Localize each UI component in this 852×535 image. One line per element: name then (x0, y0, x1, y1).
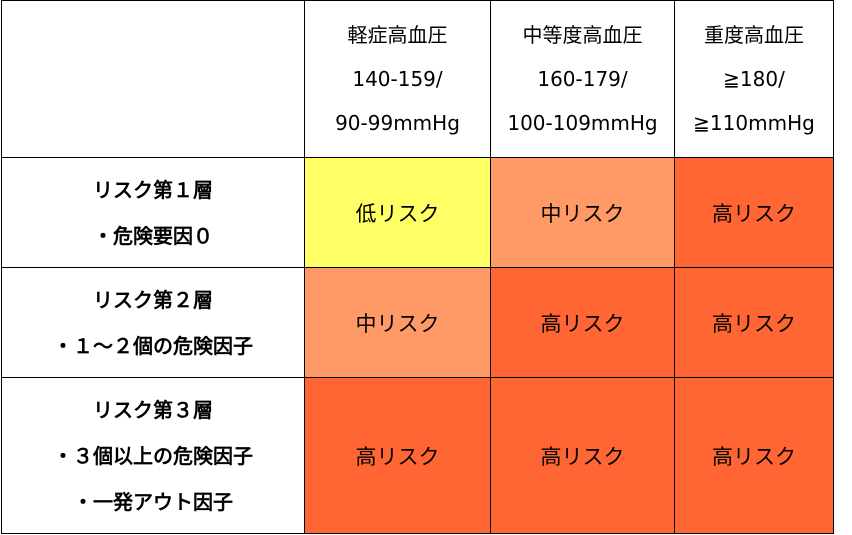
column-header-severe: 重度高血圧 ≧180/ ≧110mmHg (674, 0, 834, 158)
table-row-risk-tier-1: リスク第１層 ・危険要因０ 低リスク 中リスク 高リスク (1, 157, 834, 268)
risk-cell: 中リスク (490, 157, 675, 268)
row-header-tier-1: リスク第１層 ・危険要因０ (1, 157, 305, 268)
row-header-criterion: ・３個以上の危険因子 (53, 443, 253, 468)
column-header-diastolic: 100-109mmHg (507, 111, 658, 135)
table-row-risk-tier-3: リスク第３層 ・３個以上の危険因子 ・一発アウト因子 高リスク 高リスク 高リス… (1, 377, 834, 534)
row-header-tier-2: リスク第２層 ・１～２個の危険因子 (1, 267, 305, 378)
risk-cell: 高リスク (490, 267, 675, 378)
column-header-systolic: 160-179/ (537, 67, 628, 91)
column-header-title: 軽症高血圧 (347, 23, 448, 47)
column-header-systolic: ≧180/ (723, 67, 785, 91)
row-header-criterion: ・危険要因０ (93, 223, 213, 248)
risk-classification-table: 軽症高血圧 140-159/ 90-99mmHg 中等度高血圧 160-179/… (1, 0, 834, 534)
column-header-moderate: 中等度高血圧 160-179/ 100-109mmHg (490, 0, 675, 158)
risk-cell: 高リスク (674, 377, 834, 534)
risk-cell: 高リスク (490, 377, 675, 534)
column-header-mild: 軽症高血圧 140-159/ 90-99mmHg (304, 0, 491, 158)
row-header-title: リスク第１層 (93, 177, 213, 202)
row-header-criterion: ・１～２個の危険因子 (53, 333, 253, 358)
column-header-diastolic: ≧110mmHg (693, 111, 815, 135)
risk-cell: 高リスク (304, 377, 491, 534)
row-header-title: リスク第３層 (93, 397, 213, 422)
column-header-title: 中等度高血圧 (522, 23, 643, 47)
column-header-diastolic: 90-99mmHg (335, 111, 460, 135)
risk-cell: 高リスク (674, 267, 834, 378)
row-header-criterion: ・一発アウト因子 (73, 489, 233, 514)
risk-cell: 低リスク (304, 157, 491, 268)
row-header-tier-3: リスク第３層 ・３個以上の危険因子 ・一発アウト因子 (1, 377, 305, 534)
column-header-systolic: 140-159/ (352, 67, 443, 91)
header-row: 軽症高血圧 140-159/ 90-99mmHg 中等度高血圧 160-179/… (1, 0, 834, 158)
risk-cell: 中リスク (304, 267, 491, 378)
column-header-title: 重度高血圧 (704, 23, 804, 47)
table-row-risk-tier-2: リスク第２層 ・１～２個の危険因子 中リスク 高リスク 高リスク (1, 267, 834, 378)
corner-cell (1, 0, 305, 158)
risk-cell: 高リスク (674, 157, 834, 268)
row-header-title: リスク第２層 (93, 287, 213, 312)
